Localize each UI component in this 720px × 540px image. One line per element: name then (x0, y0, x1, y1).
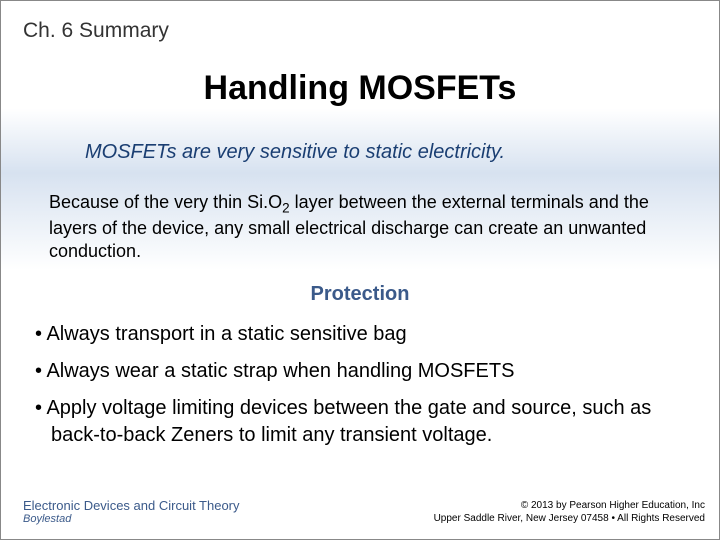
author-name: Boylestad (23, 513, 240, 525)
subheading: Protection (1, 283, 719, 306)
bullet-item: • Always wear a static strap when handli… (35, 358, 679, 385)
footer-left: Electronic Devices and Circuit Theory Bo… (23, 498, 240, 525)
bullet-list: • Always transport in a static sensitive… (35, 321, 679, 459)
bullet-item: • Always transport in a static sensitive… (35, 321, 679, 348)
intro-text: MOSFETs are very sensitive to static ele… (85, 141, 659, 164)
copyright-text: © 2013 by Pearson Higher Education, Inc (434, 500, 705, 513)
body-paragraph: Because of the very thin Si.O2 layer bet… (49, 191, 671, 262)
body-subscript: 2 (282, 201, 290, 216)
footer: Electronic Devices and Circuit Theory Bo… (23, 498, 705, 525)
body-pre: Because of the very thin Si.O (49, 192, 282, 212)
slide-title: Handling MOSFETs (1, 69, 719, 108)
chapter-label: Ch. 6 Summary (23, 19, 169, 43)
address-text: Upper Saddle River, New Jersey 07458 • A… (434, 513, 705, 526)
book-title: Electronic Devices and Circuit Theory (23, 498, 240, 513)
bullet-item: • Apply voltage limiting devices between… (35, 395, 679, 449)
slide: Ch. 6 Summary Handling MOSFETs MOSFETs a… (0, 0, 720, 540)
footer-right: © 2013 by Pearson Higher Education, Inc … (434, 500, 705, 525)
